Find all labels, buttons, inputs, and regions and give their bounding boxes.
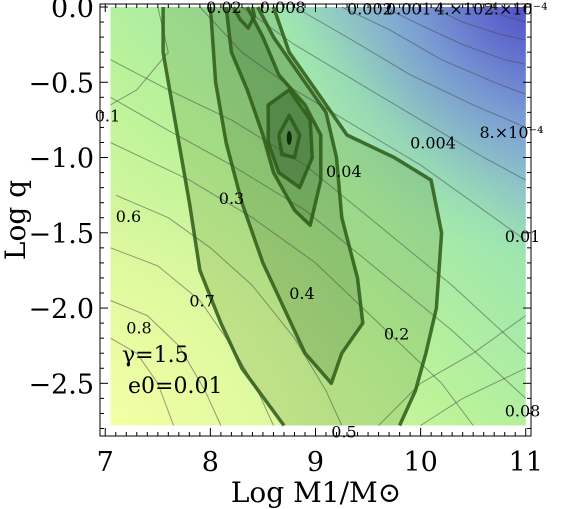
thick-contour-4	[266, 88, 315, 190]
thin-contour-16	[420, 367, 526, 426]
contour-label-13: 0.08	[505, 401, 541, 420]
y-tick-label: −1.0	[28, 144, 94, 175]
thick-contour-2	[208, 6, 365, 386]
thin-contour-6	[110, 337, 175, 426]
contour-label-3: 0.8	[126, 319, 151, 338]
gamma-label: γ=1.5	[122, 343, 189, 368]
x-tick-label: 8	[202, 447, 219, 478]
thin-contour-7	[199, 6, 526, 241]
thick-contour-5	[276, 113, 302, 160]
x-axis-title: Log M1/M⊙	[231, 476, 401, 509]
contour-label-10: 8.×10⁻⁴	[479, 123, 543, 142]
contour-label-4: 0.02	[206, 0, 242, 17]
thin-contour-2	[110, 142, 474, 426]
region-inner	[226, 7, 321, 226]
thin-contour-15	[378, 315, 526, 426]
x-tick-label: 10	[403, 447, 437, 478]
thick-contour-0	[161, 7, 286, 427]
y-axis-title: Log q	[0, 180, 32, 260]
y-tick-label: −0.5	[28, 68, 94, 99]
contour-label-11: 0.004	[410, 133, 456, 152]
e0-label: e0=0.01	[128, 374, 222, 399]
contour-label-8: 4.×10⁻⁴	[434, 0, 498, 19]
contour-label-6: 0.002	[347, 0, 393, 19]
thick-contour-1	[271, 6, 444, 427]
y-tick-label: 0.0	[51, 0, 94, 24]
contour-label-7: 0.001	[386, 0, 432, 19]
thin-contour-4	[110, 247, 274, 426]
thin-contours	[110, 6, 527, 426]
contour-label-5: 0.008	[260, 0, 306, 17]
x-tick-label: 9	[307, 447, 324, 478]
thick-contour-3	[224, 6, 323, 228]
contour-label-17: 0.4	[289, 284, 314, 303]
thin-contour-12	[430, 6, 526, 41]
contour-label-12: 0.01	[505, 227, 541, 246]
contour-label-9: 2.×10⁻⁴	[484, 0, 548, 19]
y-tick-label: −2.0	[28, 294, 94, 325]
contour-label-14: 0.5	[331, 422, 356, 441]
y-tick-label: −1.5	[28, 219, 94, 250]
thin-contour-9	[294, 6, 526, 128]
thick-contours	[161, 6, 444, 427]
thin-contour-13	[478, 6, 526, 23]
axes: 7 8 9 10 11 0.0 −0.5 −1.0 −1.5 −2.0 −2.5 Log M1/M⊙ L…	[0, 0, 543, 509]
thin-contour-5	[110, 300, 222, 426]
contour-label-16: 0.3	[219, 189, 244, 208]
thin-contour-10	[341, 6, 526, 95]
y-tick-label: −2.5	[28, 369, 94, 400]
contour-label-15: 0.04	[326, 162, 362, 181]
contour-label-1: 0.6	[116, 207, 141, 226]
thin-contour-3	[115, 194, 343, 426]
peak-marker	[286, 130, 292, 145]
thin-contour-11	[383, 6, 526, 65]
x-tick-label: 11	[509, 447, 543, 478]
thick-contour-6	[231, 6, 257, 30]
contour-label-18: 0.2	[384, 325, 409, 344]
contour-label-0: 0.1	[95, 106, 120, 125]
high-region-fill	[110, 7, 526, 426]
contour-label-2: 0.7	[189, 292, 214, 311]
thin-contour-1	[110, 96, 527, 399]
x-tick-label: 7	[97, 447, 114, 478]
